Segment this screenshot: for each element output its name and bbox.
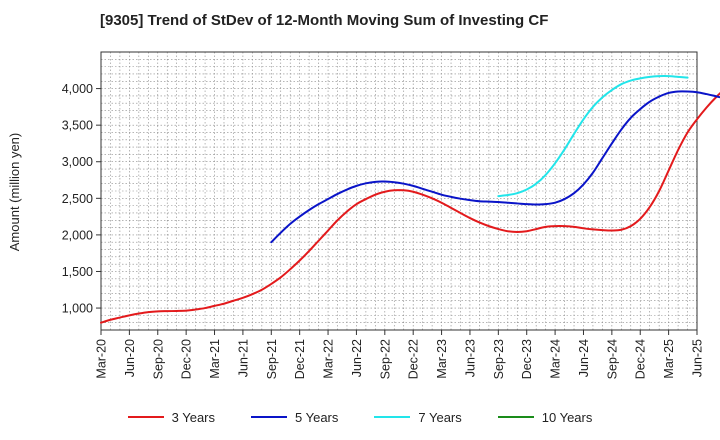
plot-border: [100, 51, 698, 331]
series-line-5-years: [270, 90, 720, 244]
y-tick-label: 3,000: [62, 155, 93, 169]
legend-label: 3 Years: [171, 409, 215, 425]
x-tick-label: Jun-25: [691, 339, 705, 377]
x-tick-label: Sep-22: [378, 339, 392, 379]
x-tick-label: Jun-21: [236, 339, 250, 377]
legend-swatch: [127, 416, 164, 418]
x-tick-label: Jun-20: [123, 339, 137, 377]
chart-title: [9305] Trend of StDev of 12-Month Moving…: [100, 12, 549, 29]
y-tick-label: 1,000: [62, 302, 93, 316]
y-axis-label: Amount (million yen): [7, 133, 22, 252]
legend-swatch: [251, 416, 287, 418]
x-tick-label: Sep-20: [151, 339, 165, 379]
x-tick-label: Mar-21: [208, 339, 222, 379]
x-tick-label: Dec-22: [407, 339, 421, 379]
x-tick-label: Mar-20: [95, 339, 109, 379]
x-tick-label: Sep-21: [265, 339, 279, 379]
legend-label: 10 Years: [541, 409, 593, 425]
y-tick-label: 1,500: [62, 265, 93, 279]
x-tick-label: Jun-23: [463, 339, 477, 377]
y-tick-label: 4,000: [62, 82, 93, 96]
axis-layer: 1,000 1,500 2,000 2,500 3,000 3,500 4,000 Mar-2…: [62, 51, 705, 379]
x-tick-label: Jun-22: [350, 339, 364, 377]
x-tick-label: Dec-20: [180, 339, 194, 379]
series-line-3-years: [100, 92, 720, 324]
series-line-7-years: [497, 75, 689, 198]
x-tick-label: Sep-24: [605, 339, 619, 379]
legend-label: 7 Years: [418, 409, 462, 425]
x-tick-label: Jun-24: [577, 339, 591, 377]
legend-item: 3 Years: [127, 409, 215, 425]
y-tick-label: 3,500: [62, 119, 93, 133]
legend-item: 5 Years: [251, 410, 338, 425]
x-tick-label: Dec-21: [293, 339, 307, 379]
x-tick-label: Sep-23: [492, 339, 506, 379]
legend-label: 5 Years: [295, 409, 339, 425]
legend-item: 7 Years: [374, 409, 462, 425]
chart-legend: 3 Years 5 Years 7 Years 10 Years: [0, 406, 720, 425]
series-layer: [100, 75, 720, 324]
x-tick-label: Mar-23: [435, 339, 449, 379]
x-tick-label: Dec-24: [634, 339, 648, 379]
y-tick-label: 2,000: [62, 228, 93, 242]
x-tick-label: Mar-22: [322, 339, 336, 379]
x-tick-label: Mar-24: [549, 339, 563, 379]
legend-swatch: [374, 416, 411, 418]
x-tick-label: Dec-23: [520, 339, 534, 379]
x-tick-label: Mar-25: [662, 339, 676, 379]
y-tick-label: 2,500: [62, 192, 93, 206]
legend-swatch: [497, 416, 534, 418]
legend-item: 10 Years: [497, 409, 593, 425]
